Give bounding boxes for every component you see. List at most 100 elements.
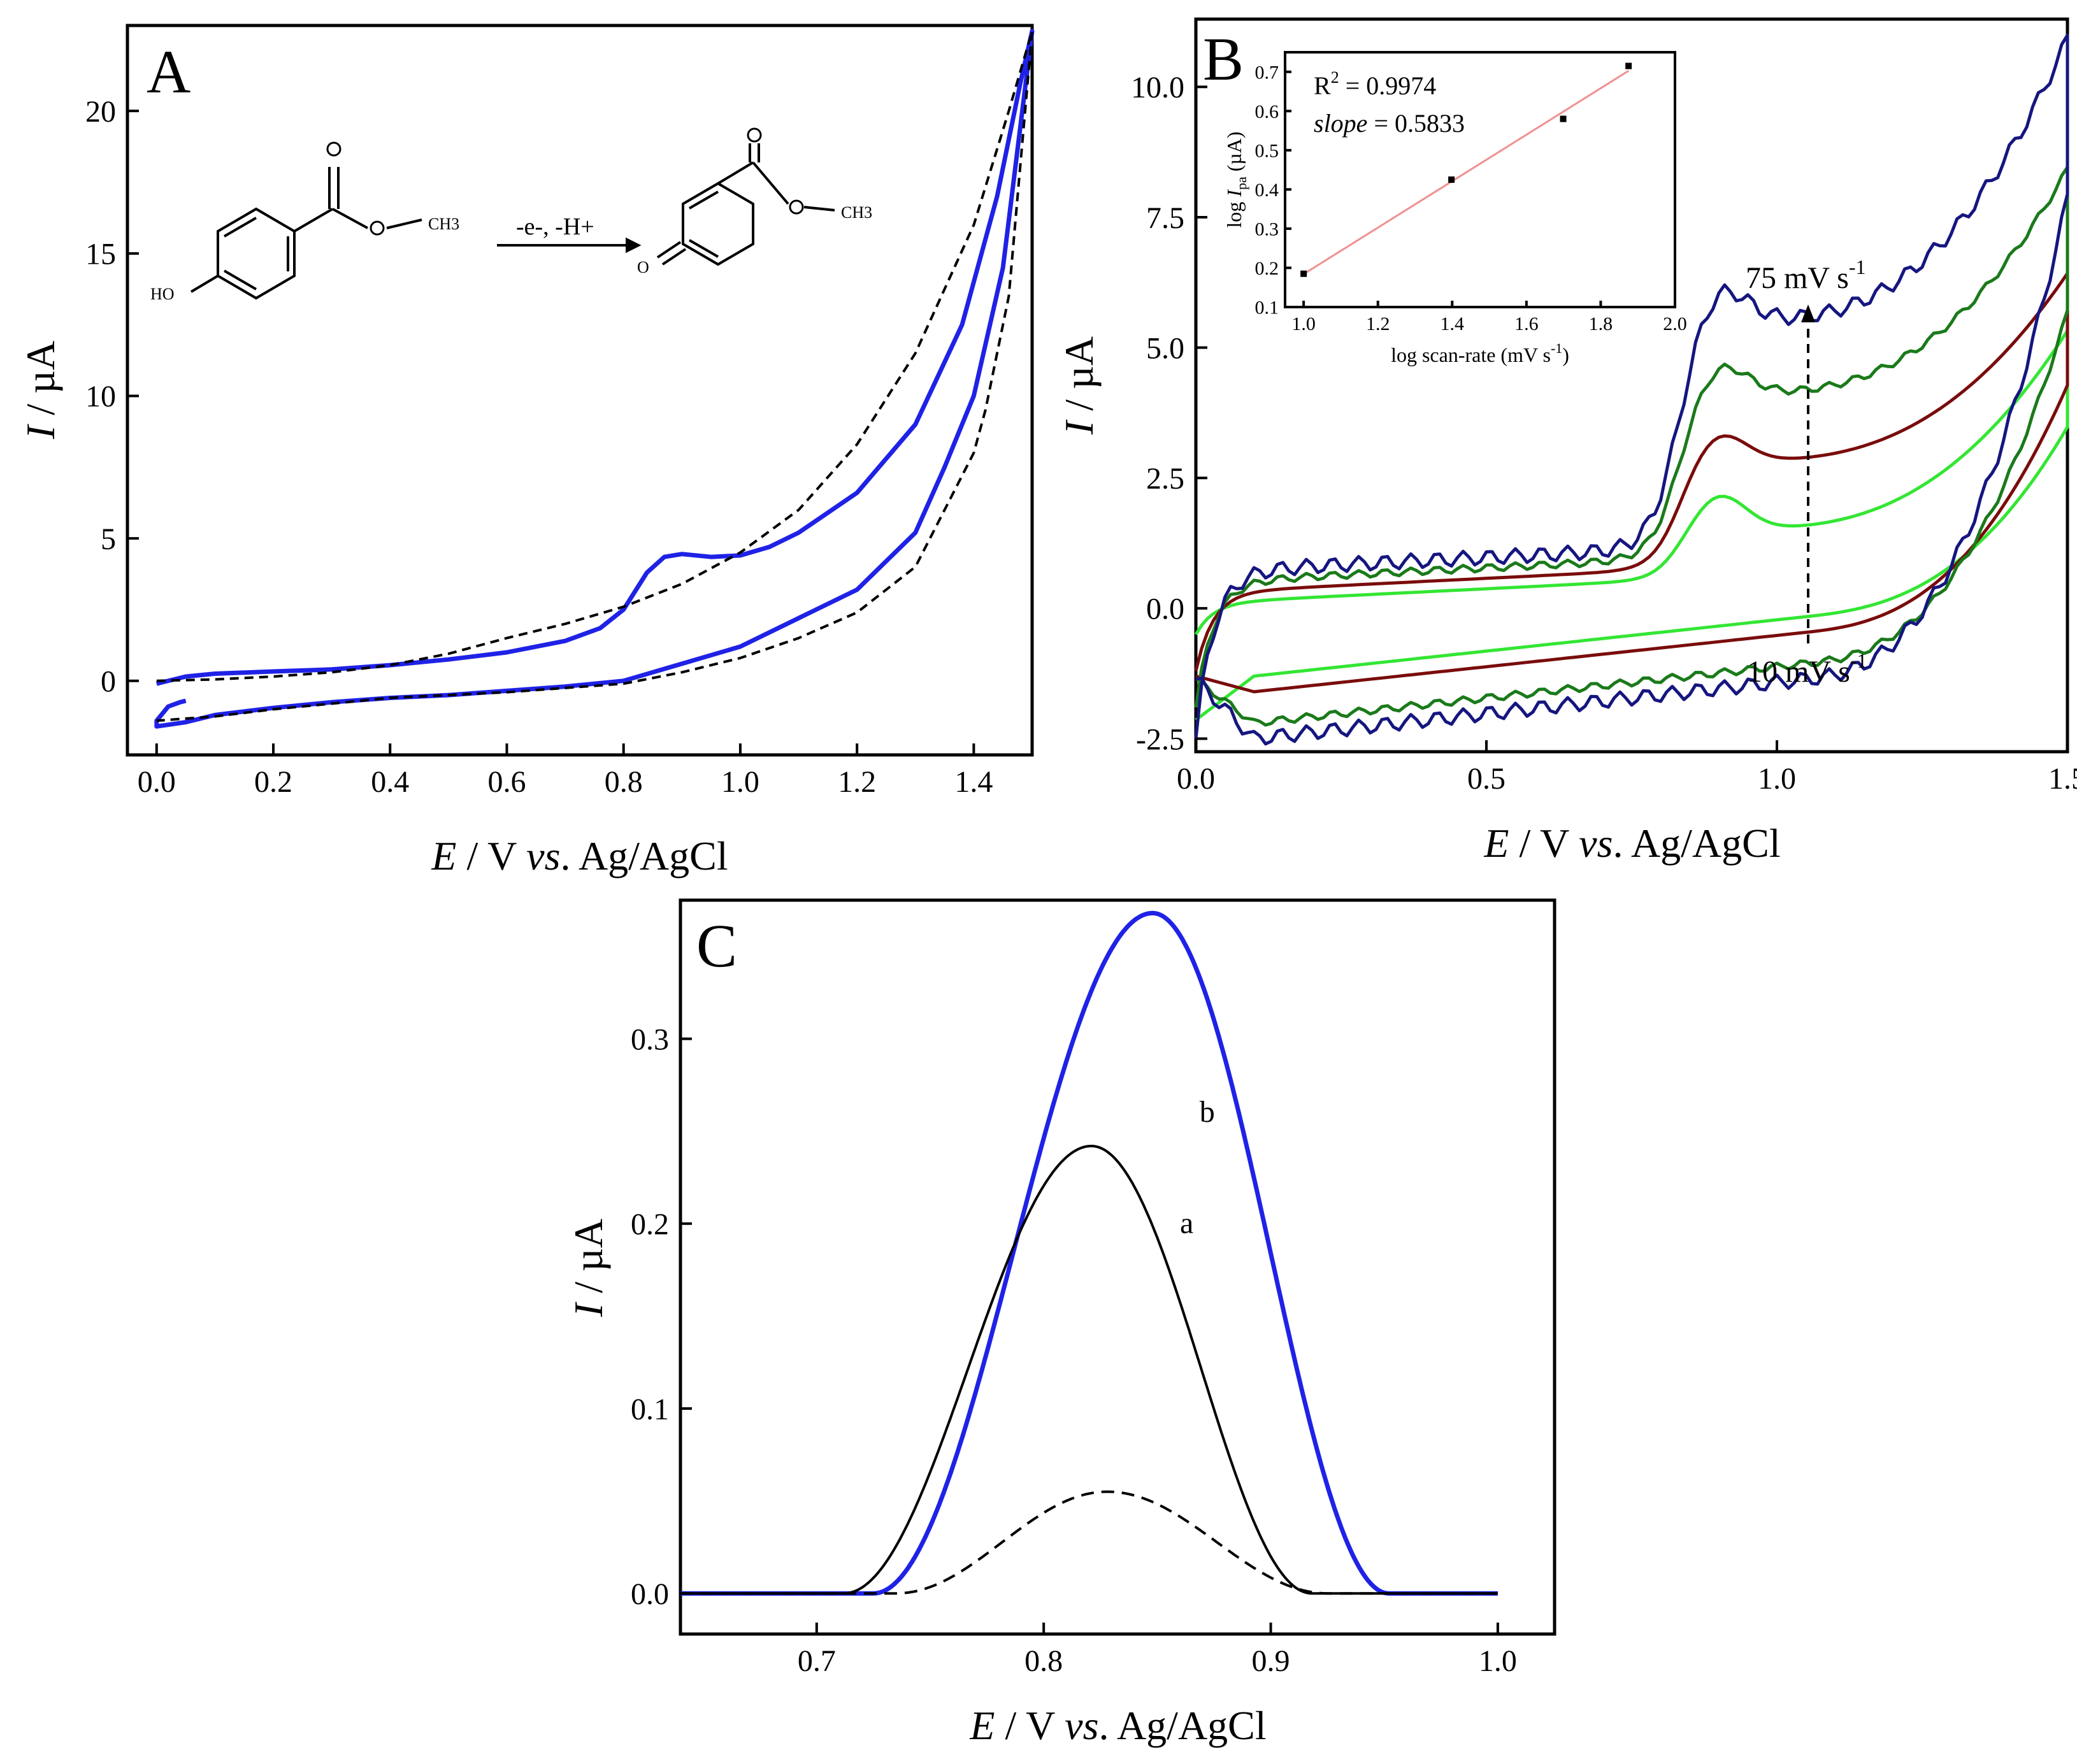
x-tick-label: 0.2 bbox=[254, 765, 292, 799]
reactant-ring-inner1 bbox=[223, 217, 257, 238]
y-tick-label: 0.5 bbox=[1255, 140, 1279, 161]
y-tick-label: 0.1 bbox=[1255, 298, 1279, 319]
y-tick-label: 5.0 bbox=[1146, 331, 1184, 365]
product-ring bbox=[682, 182, 754, 266]
panel-c-frame bbox=[679, 898, 1556, 1636]
panel-c-ylabel: I / µA bbox=[566, 1219, 611, 1317]
product-carbonyl-o bbox=[747, 127, 762, 143]
reactant-o-methyl bbox=[386, 219, 422, 229]
dpv-curve-a bbox=[680, 1144, 1498, 1595]
x-tick-label: 0.4 bbox=[371, 765, 409, 799]
inset-content: 1.0 1.2 1.4 1.6 1.8 2.0 0.1 0.2 0.3 0.4 0.5 0.6 0.7 bbox=[1255, 62, 1687, 334]
y-tick-label: -2.5 bbox=[1136, 722, 1184, 756]
y-tick-label: 7.5 bbox=[1146, 201, 1184, 235]
product-oxo-double2 bbox=[661, 248, 687, 266]
y-tick-label: 10.0 bbox=[1131, 71, 1184, 104]
x-tick-label: 1.2 bbox=[838, 765, 876, 799]
panel-c: ba 0.7 0.8 0.9 1.00.00.10.20.3 C E / V vs. … bbox=[566, 898, 1556, 1748]
x-tick-label: 1.2 bbox=[1366, 313, 1390, 334]
product-ring-inner2 bbox=[688, 239, 719, 258]
y-tick-label: 0.2 bbox=[631, 1208, 669, 1242]
panel-a-frame bbox=[126, 24, 1034, 757]
x-tick-label: 2.0 bbox=[1663, 313, 1687, 334]
x-tick-label: 0.6 bbox=[487, 765, 526, 799]
inset-data-point bbox=[1300, 270, 1307, 277]
reactant-ho-label: HO bbox=[150, 285, 175, 303]
x-tick-label: 0.0 bbox=[138, 765, 176, 799]
reactant-ho-bond bbox=[190, 275, 219, 293]
reaction-reagent-label: -e-, -H+ bbox=[516, 213, 594, 240]
blank-cv-curve bbox=[156, 29, 1033, 722]
reactant-ring bbox=[217, 207, 296, 300]
reactant-c-bond bbox=[293, 208, 334, 233]
scan-rate-arrowhead bbox=[1801, 305, 1815, 322]
panel-b: 0.0 0.5 1.0 1.5 -2.5 0.0 2.5 5.0 7.5 10.0 B 75 mV… bbox=[1056, 17, 2077, 866]
reaction-arrowhead bbox=[626, 237, 642, 254]
x-tick-label: 1.0 bbox=[1479, 1644, 1517, 1678]
product-ester-o bbox=[789, 199, 804, 215]
cv-curve-25-mv-s bbox=[1194, 271, 2069, 694]
product-co-single bbox=[752, 161, 789, 205]
curve-label-a: a bbox=[1180, 1206, 1193, 1240]
panel-a-ylabel: I / µA bbox=[18, 341, 63, 440]
y-tick-label: 0.4 bbox=[1255, 180, 1279, 201]
panel-b-curves bbox=[1194, 33, 2069, 746]
y-tick-label: 5 bbox=[101, 522, 116, 556]
y-tick-label: 10 bbox=[85, 380, 116, 413]
inset-xlabel: log scan-rate (mV s-1) bbox=[1391, 340, 1569, 366]
panel-a-curves bbox=[154, 29, 1035, 729]
inset-data-point bbox=[1625, 62, 1632, 69]
y-tick-label: 15 bbox=[85, 238, 116, 271]
product-ring-inner1 bbox=[688, 190, 719, 210]
cv-curve-75-mv-s bbox=[1194, 33, 2069, 746]
x-tick-label: 0.0 bbox=[1177, 762, 1215, 796]
y-tick-label: 0.7 bbox=[1255, 62, 1279, 83]
y-tick-label: 0.3 bbox=[631, 1022, 669, 1056]
x-tick-label: 1.0 bbox=[1291, 313, 1316, 334]
inset-r2-label: R2 = 0.9974 bbox=[1314, 68, 1436, 100]
y-tick-label: 0.2 bbox=[1255, 258, 1279, 279]
y-tick-label: 0.3 bbox=[1255, 219, 1279, 240]
x-tick-label: 1.4 bbox=[1441, 313, 1465, 334]
product-methyl-label: CH3 bbox=[841, 203, 872, 222]
scan-rate-low-label: 10 mV s-1 bbox=[1747, 649, 1867, 689]
product-c-bond bbox=[717, 161, 754, 185]
cv-curve-10-mv-s bbox=[1194, 329, 2069, 722]
panel-c-curves: ba bbox=[680, 910, 1498, 1596]
inset-data-point bbox=[1448, 176, 1455, 183]
inset-ylabel: log Ipa (µA) bbox=[1223, 131, 1249, 227]
x-tick-label: 1.4 bbox=[954, 765, 993, 799]
cv-curve-50-mv-s bbox=[1194, 166, 2069, 727]
y-tick-label: 0.6 bbox=[1255, 101, 1279, 122]
reactant-ester-o bbox=[370, 220, 385, 236]
x-tick-label: 0.9 bbox=[1252, 1644, 1290, 1678]
reactant-ring-inner3 bbox=[223, 269, 257, 290]
reaction-scheme bbox=[190, 127, 835, 300]
inset-data-point bbox=[1560, 115, 1567, 122]
x-tick-label: 0.5 bbox=[1467, 762, 1506, 796]
x-tick-label: 1.5 bbox=[2048, 762, 2077, 796]
dpv-curve-blank bbox=[680, 1490, 1498, 1595]
reactant-co-single bbox=[332, 208, 368, 229]
y-tick-label: 0.0 bbox=[631, 1577, 669, 1611]
inset-slope-label: slope = 0.5833 bbox=[1314, 109, 1465, 138]
panel-a-ticks: 0.0 0.2 0.4 0.6 0.8 1.0 1.2 1.4 0 5 10 15 20 bbox=[85, 95, 993, 799]
reactant-carbonyl-o bbox=[326, 141, 341, 157]
x-tick-label: 0.7 bbox=[798, 1644, 836, 1678]
modified-cv-curve bbox=[154, 29, 1035, 729]
x-tick-label: 1.0 bbox=[1758, 762, 1796, 796]
x-tick-label: 0.8 bbox=[605, 765, 643, 799]
reactant-methyl-label: CH3 bbox=[428, 215, 459, 233]
panel-c-ticks: 0.7 0.8 0.9 1.0 0.0 0.1 0.2 0.3 bbox=[631, 1022, 1517, 1678]
x-tick-label: 1.0 bbox=[721, 765, 759, 799]
product-o-methyl bbox=[803, 206, 835, 212]
y-tick-label: 2.5 bbox=[1146, 462, 1184, 496]
y-tick-label: 0.0 bbox=[1146, 592, 1184, 626]
curve-label-b: b bbox=[1200, 1095, 1215, 1129]
panel-c-xlabel: E / V vs. Ag/AgCl bbox=[969, 1703, 1266, 1748]
panel-a-letter: A bbox=[147, 38, 190, 106]
x-tick-label: 1.6 bbox=[1514, 313, 1539, 334]
y-tick-label: 0 bbox=[101, 665, 116, 699]
panel-a: 0.0 0.2 0.4 0.6 0.8 1.0 1.2 1.4 0 5 10 15 20 A bbox=[18, 24, 1035, 878]
